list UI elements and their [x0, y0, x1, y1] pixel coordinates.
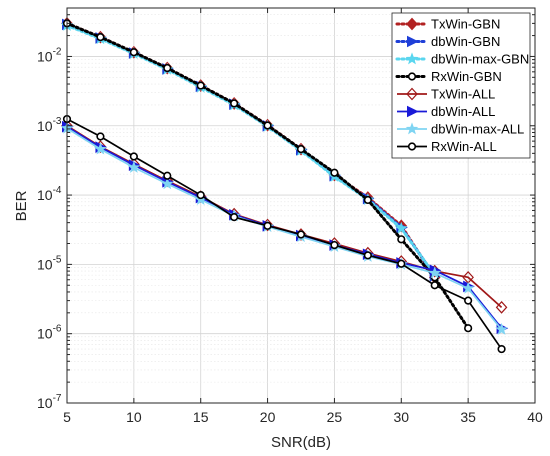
legend-marker — [407, 142, 417, 151]
series-line — [66, 118, 503, 350]
data-point — [296, 230, 306, 239]
y-axis-label: BER — [13, 190, 30, 221]
legend-item: dbWin-ALL — [397, 104, 495, 119]
y-tick-base: 10 — [37, 48, 53, 64]
legend-item: dbWin-GBN — [395, 34, 500, 49]
legend-label: RxWin-ALL — [431, 139, 497, 154]
data-point — [464, 296, 473, 305]
data-point — [129, 48, 138, 57]
data-point — [230, 99, 239, 108]
data-point — [129, 152, 138, 161]
legend-label: dbWin-max-ALL — [431, 122, 524, 137]
legend-label: TxWin-GBN — [431, 17, 500, 32]
data-point — [430, 281, 439, 290]
legend-item: dbWin-max-ALL — [397, 122, 524, 137]
legend-marker — [407, 72, 417, 81]
legend-marker — [407, 105, 419, 118]
legend-item: RxWin-GBN — [395, 69, 502, 84]
x-tick-label: 30 — [393, 409, 409, 425]
series-line — [66, 127, 503, 331]
data-point — [160, 177, 174, 190]
y-tick-labels: 10-710-610-510-410-310-2 — [37, 46, 62, 411]
legend-item: dbWin-max-GBN — [395, 52, 529, 67]
data-point — [394, 221, 408, 234]
data-point — [330, 168, 339, 177]
legend-label: dbWin-GBN — [431, 34, 500, 49]
legend-label: dbWin-max-GBN — [431, 52, 529, 67]
x-tick-label: 35 — [460, 409, 476, 425]
legend-item: TxWin-ALL — [397, 87, 495, 102]
data-point — [330, 240, 339, 250]
y-tick-label: 10-7 — [37, 393, 62, 411]
data-point — [363, 195, 372, 205]
y-tick-base: 10 — [37, 326, 53, 342]
legend-item: RxWin-ALL — [397, 139, 497, 154]
y-tick-base: 10 — [37, 256, 53, 272]
data-point — [397, 235, 406, 244]
legend-marker — [405, 52, 419, 65]
y-tick-exponent: -7 — [53, 393, 62, 404]
data-point — [397, 259, 406, 268]
x-tick-label: 15 — [193, 409, 209, 425]
data-point — [263, 221, 272, 230]
x-tick-label: 20 — [260, 409, 276, 425]
series-layer — [60, 16, 509, 354]
series-RxWin-GBN — [62, 19, 473, 333]
legend-item: TxWin-GBN — [395, 17, 500, 32]
data-point — [363, 251, 372, 260]
data-point — [296, 145, 306, 154]
legend-marker — [406, 87, 418, 101]
x-tick-label: 10 — [126, 409, 142, 425]
data-point — [163, 63, 172, 73]
series-RxWin-ALL — [62, 114, 506, 354]
data-point — [196, 190, 205, 200]
legend-marker — [406, 17, 418, 31]
y-tick-exponent: -6 — [53, 324, 62, 335]
y-tick-base: 10 — [37, 187, 53, 203]
legend-label: dbWin-ALL — [431, 104, 495, 119]
legend-items: TxWin-GBN dbWin-GBN dbWin-max-GBN RxWin-GBN… — [395, 17, 529, 154]
data-point — [94, 142, 107, 155]
x-axis-label: SNR(dB) — [271, 434, 331, 451]
data-point — [428, 266, 442, 279]
x-tick-label: 25 — [327, 409, 343, 425]
legend-label: TxWin-ALL — [431, 87, 495, 102]
x-tick-labels: 5 10 15 20 25 30 35 40 — [63, 409, 543, 425]
y-tick-label: 10-2 — [37, 46, 62, 64]
data-point — [96, 33, 105, 42]
data-point — [464, 324, 473, 333]
legend-marker — [407, 35, 419, 48]
y-tick-label: 10-4 — [37, 185, 62, 203]
data-point — [127, 160, 141, 173]
data-point — [96, 132, 105, 141]
y-tick-label: 10-6 — [37, 324, 62, 342]
x-tick-label: 5 — [63, 409, 71, 425]
y-tick-base: 10 — [37, 395, 53, 411]
legend-label: RxWin-GBN — [431, 69, 502, 84]
data-point — [263, 121, 272, 130]
legend: TxWin-GBN dbWin-GBN dbWin-max-GBN RxWin-GBN… — [391, 12, 531, 159]
x-tick-label: 40 — [527, 409, 543, 425]
y-tick-exponent: -4 — [53, 185, 62, 196]
data-point — [497, 344, 506, 354]
y-tick-exponent: -5 — [53, 254, 62, 265]
data-point — [196, 81, 205, 90]
legend-marker — [405, 122, 419, 135]
y-tick-base: 10 — [37, 118, 53, 134]
y-tick-label: 10-3 — [37, 116, 62, 134]
ticks-layer — [66, 7, 536, 404]
data-point — [495, 300, 508, 314]
y-tick-exponent: -2 — [53, 46, 62, 57]
data-point — [163, 171, 172, 180]
data-point — [461, 281, 475, 294]
data-point — [230, 213, 239, 222]
y-tick-label: 10-5 — [37, 254, 62, 272]
data-point — [495, 322, 508, 335]
y-tick-exponent: -3 — [53, 116, 62, 127]
legend-box — [391, 12, 531, 159]
